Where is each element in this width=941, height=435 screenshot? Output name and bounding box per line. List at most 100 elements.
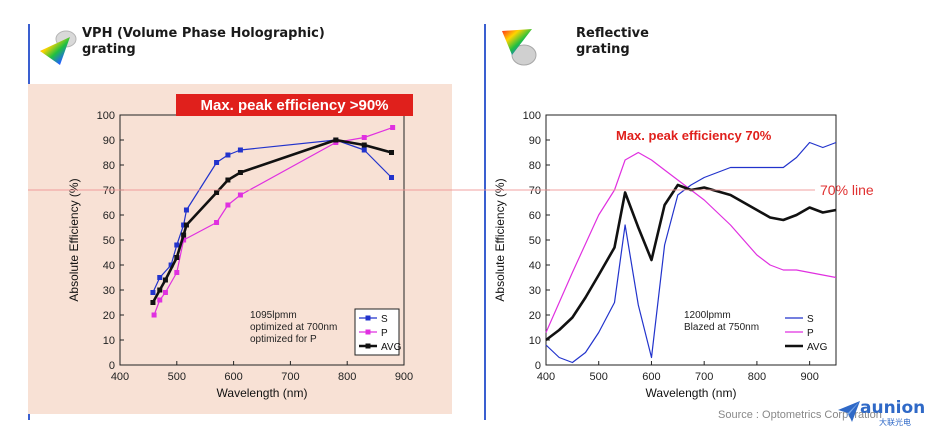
vph-series-p-point — [181, 237, 187, 243]
vph-ytick-label: 40 — [103, 260, 115, 272]
vph-series-s-point — [157, 275, 163, 280]
vph-series-p-point — [361, 135, 367, 140]
vph-legend-marker-p — [365, 329, 371, 335]
brand-name: aunion — [860, 398, 926, 418]
refl-ytick-label: 90 — [529, 135, 541, 147]
brand-logo: aunion 大联光电 — [836, 396, 936, 428]
vph-series-p-point — [151, 312, 157, 318]
source-note: Source : Optometrics Corporation — [718, 409, 882, 421]
vph-legend-marker-avg — [365, 343, 371, 349]
vph-series-s-point — [237, 147, 243, 153]
vph-ytick-label: 90 — [103, 135, 115, 147]
right-panel-title: Reflective grating — [576, 26, 649, 57]
refl-legend-label-s: S — [807, 314, 814, 325]
vph-xtick-label: 500 — [168, 371, 186, 383]
refl-banner-text: Max. peak efficiency 70% — [616, 128, 772, 143]
vph-series-avg-point — [157, 287, 163, 293]
vph-ytick-label: 80 — [103, 160, 115, 172]
vph-xtick-label: 600 — [224, 371, 242, 383]
vph-xtick-label: 700 — [281, 371, 299, 383]
vph-series-s-point — [225, 152, 231, 158]
vph-annotation-line: optimized for P — [250, 334, 317, 345]
vph-banner-text: Max. peak efficiency >90% — [200, 97, 388, 114]
paper-plane-icon — [838, 401, 860, 422]
vph-ytick-label: 30 — [103, 285, 115, 297]
vph-series-avg-point — [361, 142, 367, 148]
vph-series-s-point — [389, 175, 395, 180]
vph-x-axis-label: Wavelength (nm) — [217, 386, 308, 400]
vph-series-avg-point — [389, 150, 395, 155]
vph-series-s-point — [150, 290, 156, 295]
refl-xtick-label: 400 — [537, 371, 555, 383]
vph-series-avg-line — [151, 138, 392, 304]
right-accent-bar — [484, 24, 486, 420]
refl-series-s-line — [545, 141, 837, 364]
refl-xtick-label: 500 — [590, 371, 608, 383]
vph-legend-marker-s — [365, 315, 371, 321]
refl-annotation-line: 1200lpmm — [684, 310, 731, 321]
left-panel-title: VPH (Volume Phase Holographic) grating — [82, 26, 325, 57]
refl-xtick-label: 600 — [642, 371, 660, 383]
brand-subtitle: 大联光电 — [879, 418, 911, 427]
refl-x-axis-label: Wavelength (nm) — [646, 386, 737, 400]
vph-xtick-label: 800 — [338, 371, 356, 383]
vph-series-s-point — [361, 147, 367, 153]
vph-series-avg-point — [181, 232, 187, 238]
refl-ytick-label: 100 — [523, 110, 541, 122]
vph-ytick-label: 60 — [103, 210, 115, 222]
vph-series-avg-point — [225, 177, 231, 183]
refl-legend-label-p: P — [807, 328, 814, 339]
vph-series-s-point — [181, 222, 187, 228]
vph-series-s-point — [174, 242, 180, 248]
left-chart-background — [28, 84, 452, 414]
reference-line-label: 70% line — [820, 182, 874, 198]
vph-series-avg-point — [162, 277, 168, 283]
vph-series-avg-point — [150, 300, 156, 305]
vph-legend-label-avg: AVG — [381, 342, 402, 353]
vph-xtick-label: 900 — [395, 371, 413, 383]
refl-ytick-label: 50 — [529, 235, 541, 247]
vph-series-avg-point — [333, 137, 339, 143]
vph-series-p-point — [225, 202, 231, 208]
refl-y-axis-label: Absolute Efficiency (%) — [493, 178, 507, 301]
vph-ytick-label: 0 — [109, 360, 115, 372]
vph-series-p-point — [214, 220, 220, 225]
vph-series-avg-point — [214, 190, 220, 195]
vph-series-p-point — [162, 290, 168, 295]
vph-ytick-label: 10 — [103, 335, 115, 347]
vph-annotation-line: 1095lpmm — [250, 310, 297, 321]
vph-ytick-label: 100 — [97, 110, 115, 122]
vph-ytick-label: 50 — [103, 235, 115, 247]
prism-icon — [40, 30, 77, 65]
vph-y-axis-label: Absolute Efficiency (%) — [67, 178, 81, 301]
refl-ytick-label: 80 — [529, 160, 541, 172]
refl-ytick-label: 70 — [529, 185, 541, 197]
vph-legend-label-s: S — [381, 314, 388, 325]
vph-banner-box — [176, 94, 413, 116]
vph-ytick-label: 70 — [103, 185, 115, 197]
vph-xtick-label: 400 — [111, 371, 129, 383]
refl-ytick-label: 0 — [535, 360, 541, 372]
vph-series-p-point — [174, 270, 180, 275]
vph-series-s-point — [214, 160, 220, 165]
refl-xtick-label: 700 — [695, 371, 713, 383]
refl-legend-label-avg: AVG — [807, 342, 828, 353]
refl-series-avg-line — [545, 183, 837, 342]
refl-ytick-label: 60 — [529, 210, 541, 222]
vph-series-s-point — [168, 262, 174, 268]
vph-series-avg-point — [237, 170, 243, 175]
vph-series-s-point — [183, 207, 189, 213]
vph-series-avg-point — [174, 255, 180, 260]
refl-ytick-label: 20 — [529, 310, 541, 322]
refl-xtick-label: 900 — [800, 371, 818, 383]
refl-ytick-label: 40 — [529, 260, 541, 272]
vph-series-p-point — [157, 297, 163, 303]
refl-ytick-label: 10 — [529, 335, 541, 347]
vph-series-avg-point — [183, 222, 189, 228]
vph-ytick-label: 20 — [103, 310, 115, 322]
refl-annotation-line: Blazed at 750nm — [684, 322, 759, 333]
vph-series-p-point — [390, 125, 396, 130]
vph-legend-label-p: P — [381, 328, 388, 339]
refl-ytick-label: 30 — [529, 285, 541, 297]
